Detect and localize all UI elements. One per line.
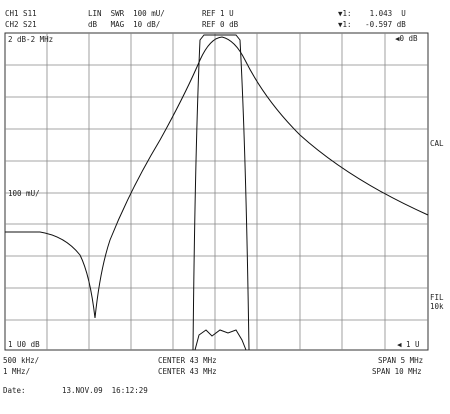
- marker-info: 2 dB-2 MHz: [8, 35, 53, 44]
- cal: CAL: [430, 139, 444, 148]
- center2: CENTER 43 MHz: [158, 367, 217, 376]
- scale-left: 100 mU/: [8, 189, 40, 198]
- header: CH1 S11 CH2 S21 LIN SWR 100 mU/ dB MAG 1…: [5, 9, 406, 29]
- ref1: REF 1 U: [202, 9, 234, 18]
- bottom-left: 1 U0 dB: [8, 340, 40, 349]
- footer: 500 kHz/ 1 MHz/ CENTER 43 MHz CENTER 43 …: [3, 356, 423, 395]
- format2: dB MAG 10 dB/: [88, 20, 160, 29]
- span1: SPAN 5 MHz: [378, 356, 423, 365]
- span2: SPAN 10 MHz: [372, 367, 422, 376]
- center1: CENTER 43 MHz: [158, 356, 217, 365]
- grid: [4, 32, 429, 351]
- marker1: ▼1: 1.043 U: [338, 9, 406, 18]
- trace-s11: [5, 36, 429, 319]
- ref-right: ◀0 dB: [395, 34, 418, 43]
- trace-s21: [192, 34, 250, 351]
- ch2-label: CH2 S21: [5, 20, 37, 29]
- bottom-right: ◀ 1 U: [397, 340, 420, 349]
- span-div1: 500 kHz/: [3, 356, 39, 365]
- date-value: 13.NOV.09 16:12:29: [62, 386, 148, 395]
- ch1-label: CH1 S11: [5, 9, 37, 18]
- date-label: Date:: [3, 386, 26, 395]
- screen-annotations: 2 dB-2 MHz ◀0 dB CAL 100 mU/ FIL 10k 1 U0…: [8, 34, 444, 349]
- format1: LIN SWR 100 mU/: [88, 9, 165, 18]
- fil: FIL 10k: [430, 293, 444, 311]
- span-div2: 1 MHz/: [3, 367, 30, 376]
- marker2: ▼1: -0.597 dB: [338, 20, 406, 29]
- ref2: REF 0 dB: [202, 20, 239, 29]
